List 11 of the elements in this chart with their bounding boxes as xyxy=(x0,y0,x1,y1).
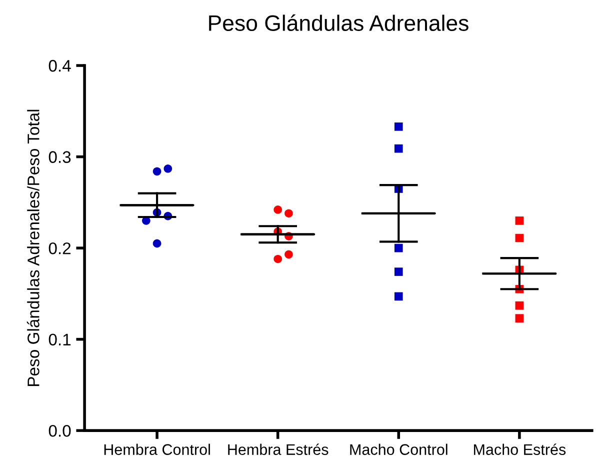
chart-title: Peso Glándulas Adrenales xyxy=(209,14,468,32)
x-tick-label: Hembra Control xyxy=(104,444,210,455)
y-tick-label: 0.0 xyxy=(48,424,71,437)
y-tick-label: 0.1 xyxy=(48,334,71,346)
x-tick-label: Macho Control xyxy=(350,444,448,455)
y-axis-title: Peso Glándulas Adrenales/Peso Total xyxy=(26,110,40,386)
y-tick-label: 0.4 xyxy=(48,60,71,72)
x-tick-label: Hembra Estrés xyxy=(228,444,328,455)
y-tick-label: 0.2 xyxy=(48,242,71,254)
y-tick-label: 0.3 xyxy=(48,151,71,163)
x-tick-label: Macho Estrés xyxy=(474,444,566,455)
